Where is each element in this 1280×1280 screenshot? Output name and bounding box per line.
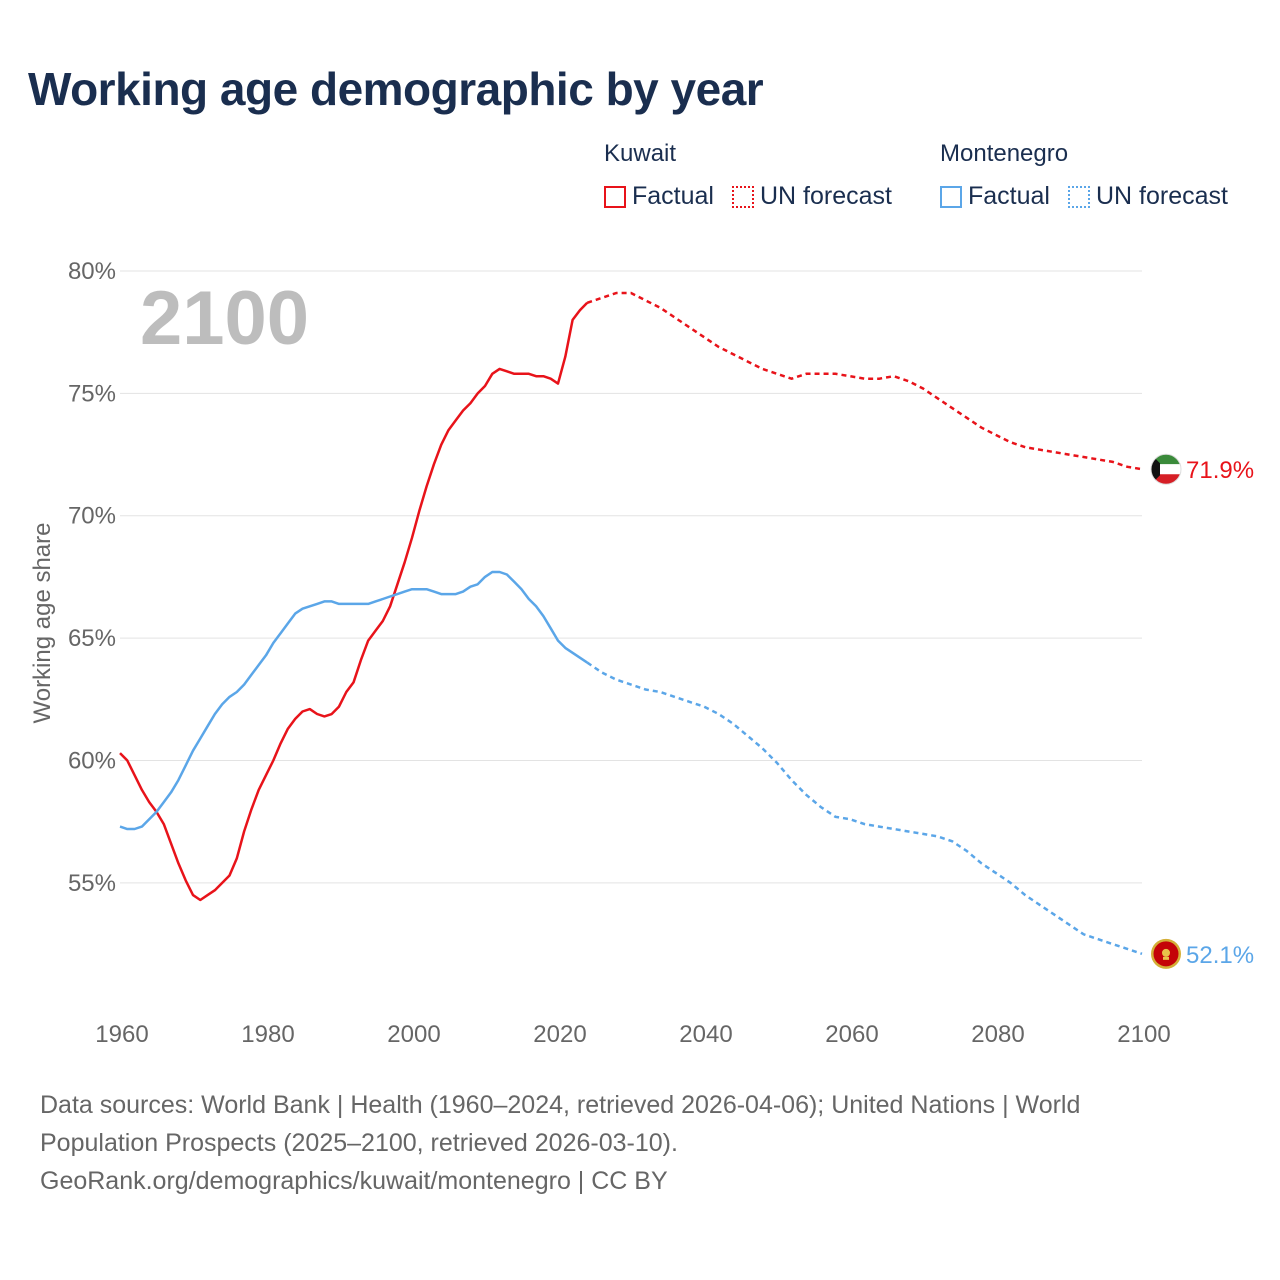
series-line-montenegro-factual (119, 570, 588, 831)
series-line-kuwait-forecast (586, 291, 1143, 471)
footer-link[interactable]: GeoRank.org/demographics/kuwait/monteneg… (40, 1167, 668, 1195)
kuwait-flag-icon (1150, 453, 1182, 485)
legend-item-kuwait-factual[interactable]: Factual (604, 182, 714, 211)
end-markers: 71.9% 52.1% (1150, 453, 1254, 969)
legend-item-montenegro-factual[interactable]: Factual (940, 182, 1050, 211)
flag-emblem-base (1163, 956, 1169, 960)
legend-group-name: Montenegro (940, 140, 1069, 167)
series-line-montenegro-forecast (586, 661, 1143, 955)
x-tick-label: 2000 (387, 1021, 440, 1048)
x-tick-label: 2080 (971, 1021, 1024, 1048)
flag-white-stripe (1151, 464, 1181, 475)
x-axis-ticks: 1960 1980 2000 2020 2040 2060 2080 2100 (95, 1021, 1170, 1048)
legend-label: Factual (968, 182, 1050, 210)
x-tick-label: 2040 (679, 1021, 732, 1048)
footer-line: Population Prospects (2025–2100, retriev… (40, 1129, 678, 1157)
y-tick-label: 65% (68, 625, 116, 652)
x-tick-label: 2020 (533, 1021, 586, 1048)
legend-item-kuwait-forecast[interactable]: UN forecast (731, 182, 892, 211)
year-watermark: 2100 (140, 276, 309, 361)
footer-line: Data sources: World Bank | Health (1960–… (40, 1091, 1081, 1119)
montenegro-flag-icon (1151, 938, 1181, 969)
chart-title: Working age demographic by year (28, 63, 764, 115)
y-tick-label: 60% (68, 747, 116, 774)
y-axis-ticks: 55% 60% 65% 70% 75% 80% (68, 258, 116, 897)
series-lines (119, 291, 1143, 955)
legend-group-name: Kuwait (604, 140, 677, 167)
y-axis-title: Working age share (29, 523, 56, 724)
legend-kuwait: Kuwait Factual UN forecast (604, 140, 910, 211)
flag-green-stripe (1151, 454, 1181, 465)
legend-montenegro: Montenegro Factual UN forecast (940, 140, 1246, 211)
y-tick-label: 80% (68, 258, 116, 285)
legend-item-montenegro-forecast[interactable]: UN forecast (1067, 182, 1228, 211)
x-tick-label: 1960 (95, 1021, 148, 1048)
legend-swatch-solid-icon (604, 185, 626, 208)
y-tick-label: 55% (68, 870, 116, 897)
flag-emblem (1162, 948, 1170, 957)
x-tick-label: 2100 (1117, 1021, 1170, 1048)
gridlines (120, 270, 1142, 884)
series-line-kuwait-factual (119, 301, 589, 902)
y-tick-label: 75% (68, 380, 116, 407)
legend-label: Factual (632, 182, 714, 210)
legend-label: UN forecast (1095, 182, 1228, 210)
legend-swatch-solid-icon (940, 185, 962, 208)
x-tick-label: 1980 (241, 1021, 294, 1048)
flag-red-stripe (1151, 474, 1181, 485)
flag-border (1150, 453, 1182, 485)
legend-swatch-dotted-icon (731, 185, 754, 208)
end-value-label-montenegro: 52.1% (1186, 942, 1254, 969)
y-tick-label: 70% (68, 503, 116, 530)
legend-label: UN forecast (759, 182, 892, 210)
legend-swatch-dotted-icon (1067, 185, 1090, 208)
x-tick-label: 2060 (825, 1021, 878, 1048)
footer-source: Data sources: World Bank | Health (1960–… (40, 1086, 1200, 1200)
end-value-label-kuwait: 71.9% (1186, 457, 1254, 484)
